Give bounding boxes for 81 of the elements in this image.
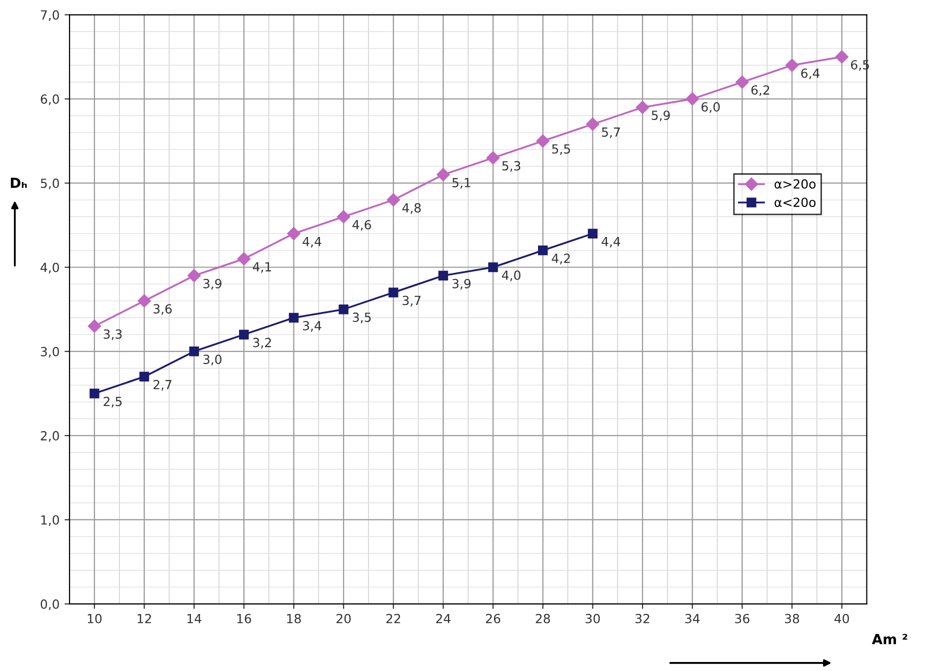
y-tick-label: 4,0 [40,262,59,274]
point [388,288,398,298]
data-label: 5,7 [602,128,620,138]
x-tick-label: 18 [287,614,301,624]
data-label: 4,8 [402,203,421,214]
x-tick-label: 40 [834,614,849,624]
y-tick-label: 1,0 [41,515,59,526]
x-tick-label: 34 [685,614,700,624]
data-label: 2,5 [104,396,122,408]
point [138,294,151,308]
y-tick-label: 0,0 [40,599,59,610]
x-tick-label: 14 [188,614,202,624]
data-label: 3,2 [253,338,271,349]
point [438,270,448,281]
data-label: 4,1 [252,262,271,273]
point [139,372,150,382]
x-tick-label: 22 [386,614,400,624]
x-tick-label: 32 [636,614,650,624]
data-label: 4,4 [302,236,322,248]
point [288,312,299,323]
point [536,134,550,148]
x-tick-label: 12 [138,614,151,624]
point [588,228,598,238]
point [538,246,548,256]
point [586,118,600,131]
data-label: 3,0 [203,354,222,366]
x-tick-label: 30 [586,614,600,624]
x-tick-label: 20 [336,614,351,624]
x-tick-label: 24 [436,614,450,624]
point [88,320,102,333]
data-label: 5,1 [452,178,470,189]
point [386,193,400,207]
data-label: 6,4 [801,68,820,80]
legend-label: α>20o [774,179,816,189]
y-tick-label: 7,0 [40,10,59,21]
point [90,388,100,398]
x-tick-label: 28 [536,614,550,624]
point [686,92,699,106]
x-tick-label: 36 [735,614,750,624]
point [486,151,500,164]
x-tick-label: 26 [486,614,500,624]
data-label: 4,6 [352,220,371,231]
point [436,168,450,182]
data-label: 6,0 [702,102,720,113]
point [336,210,350,224]
data-label: 6,2 [751,85,770,96]
point [636,100,650,114]
data-label: 5,5 [552,144,570,155]
point [239,330,249,340]
data-label: 3,9 [203,278,222,290]
point [835,50,848,64]
data-label: 5,3 [502,161,520,172]
data-label: 4,0 [502,270,520,282]
point [488,262,498,272]
legend-label: α<20o [774,198,816,208]
data-label: 3,6 [154,304,172,315]
y-tick-label: 2,0 [40,431,59,442]
data-label: 4,4 [602,236,620,248]
point [287,226,300,240]
x-tick-label: 10 [88,614,102,624]
point [736,76,749,89]
y-tick-label: 5,0 [40,178,59,190]
point [188,269,201,282]
data-label: 4,2 [552,254,570,264]
data-label: 3,3 [104,329,122,340]
point [189,346,199,356]
point [785,58,799,72]
point [338,304,348,314]
y-axis-title: Dₕ [10,178,27,188]
y-tick-label: 6,0 [40,94,59,106]
data-label: 5,9 [652,110,670,122]
data-label: 3,5 [352,312,371,324]
data-label: 3,4 [303,320,322,332]
data-label: 3,9 [452,278,471,290]
data-label: 3,7 [402,296,421,306]
data-label: 2,7 [154,380,172,391]
x-tick-label: 16 [237,614,252,624]
point [237,252,251,266]
x-axis-title: Am ² [872,634,908,644]
x-tick-label: 38 [785,614,800,624]
y-tick-label: 3,0 [40,346,59,358]
